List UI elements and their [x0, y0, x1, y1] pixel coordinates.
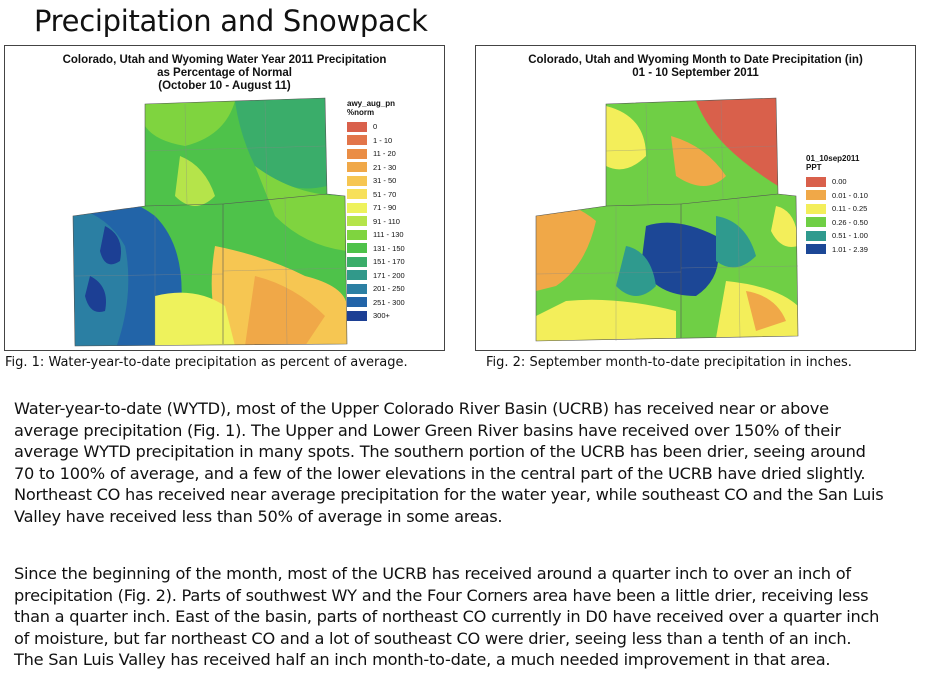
legend-entry: 0 [347, 120, 405, 134]
legend-label: 91 - 110 [373, 216, 400, 226]
legend-swatch [347, 148, 367, 159]
legend-swatch [806, 217, 826, 228]
legend-label: 1.01 - 2.39 [832, 244, 868, 254]
legend-swatch [347, 162, 367, 173]
paragraph-line: Northeast CO has received near average p… [14, 485, 884, 504]
legend-label: 0.26 - 0.50 [832, 217, 868, 227]
legend-entry: 31 - 50 [347, 174, 405, 188]
legend-entry: 300+ [347, 309, 405, 323]
legend-label: 51 - 70 [373, 189, 397, 199]
figure-2-legend: 01_10sep2011 PPT 0.00 0.01 - 0.10 0.11 - 0… [806, 154, 868, 256]
legend-entry: 0.01 - 0.10 [806, 189, 868, 203]
legend-label: 0.00 [832, 177, 847, 187]
legend-unit: %norm [347, 108, 375, 117]
legend-swatch [347, 189, 367, 200]
legend-swatch [347, 270, 367, 281]
legend-label: 251 - 300 [373, 297, 405, 307]
paragraph-line: average precipitation (Fig. 1). The Uppe… [14, 420, 841, 440]
legend-label: 201 - 250 [373, 284, 405, 294]
figure-1-legend: awy_aug_pn %norm 0 1 - 10 11 - 20 21 - 30 31… [347, 99, 405, 323]
legend-label: 31 - 50 [373, 176, 397, 186]
legend-label: 300+ [373, 311, 390, 321]
paragraph-line: than a quarter inch. East of the basin, … [14, 607, 880, 626]
figure-2-map-panel: Colorado, Utah and Wyoming Month to Date… [475, 45, 916, 351]
figure-1-title-line: Colorado, Utah and Wyoming Water Year 20… [62, 54, 387, 66]
legend-swatch [347, 216, 367, 227]
legend-label: 1 - 10 [373, 135, 393, 145]
legend-swatch [806, 203, 826, 214]
paragraph-line: Since the beginning of the month, most o… [14, 564, 851, 583]
figure-2-caption: Fig. 2: September month-to-date precipit… [486, 355, 852, 370]
legend-label: 131 - 150 [373, 243, 405, 253]
paragraph-line: of moisture, but far northeast CO and a … [14, 628, 852, 648]
legend-label: 11 - 20 [373, 149, 396, 159]
legend-entry: 51 - 70 [347, 188, 405, 202]
legend-entry: 201 - 250 [347, 282, 405, 296]
figure-1-map [72, 97, 348, 347]
legend-swatch [806, 190, 826, 201]
legend-entry: 171 - 200 [347, 269, 405, 283]
legend-layer-name: 01_10sep2011 [806, 154, 860, 163]
legend-entry: 21 - 30 [347, 161, 405, 175]
page-title: Precipitation and Snowpack [34, 4, 428, 38]
figure-1-map-panel: Colorado, Utah and Wyoming Water Year 20… [4, 45, 445, 351]
legend-swatch [806, 176, 826, 187]
legend-unit: PPT [806, 163, 822, 172]
legend-label: 0.11 - 0.25 [832, 204, 868, 214]
legend-swatch [347, 229, 367, 240]
legend-entry: 11 - 20 [347, 147, 405, 161]
figure-2-title-line: Colorado, Utah and Wyoming Month to Date… [528, 54, 863, 66]
legend-label: 171 - 200 [373, 270, 405, 280]
legend-layer-name: awy_aug_pn [347, 99, 396, 108]
legend-label: 151 - 170 [373, 257, 405, 267]
paragraph-line: Water-year-to-date (WYTD), most of the U… [14, 399, 829, 418]
legend-entry: 71 - 90 [347, 201, 405, 215]
legend-entry: 0.11 - 0.25 [806, 202, 868, 216]
legend-entry: 111 - 130 [347, 228, 405, 242]
legend-entry: 91 - 110 [347, 215, 405, 229]
legend-swatch [347, 310, 367, 321]
legend-entry: 151 - 170 [347, 255, 405, 269]
paragraph-line: The San Luis Valley has received half an… [14, 650, 831, 669]
paragraph-line: 70 to 100% of average, and a few of the … [14, 463, 866, 483]
legend-label: 111 - 130 [373, 230, 404, 240]
legend-label: 71 - 90 [373, 203, 397, 213]
legend-entry: 0.26 - 0.50 [806, 216, 868, 230]
figure-1-title-line: as Percentage of Normal [157, 67, 292, 79]
legend-entry: 1 - 10 [347, 134, 405, 148]
legend-rows: 0 1 - 10 11 - 20 21 - 30 31 - 50 51 - 70 71 - … [347, 120, 405, 323]
legend-swatch [806, 230, 826, 241]
figure-1-title: Colorado, Utah and Wyoming Water Year 20… [5, 54, 444, 93]
legend-entry: 0.51 - 1.00 [806, 229, 868, 243]
legend-swatch [347, 202, 367, 213]
legend-label: 0.51 - 1.00 [832, 231, 868, 241]
figure-2-title: Colorado, Utah and Wyoming Month to Date… [476, 54, 915, 80]
legend-swatch [806, 244, 826, 255]
legend-swatch [347, 243, 367, 254]
paragraph-line: precipitation (Fig. 2). Parts of southwe… [14, 585, 869, 605]
legend-swatch [347, 283, 367, 294]
legend-rows: 0.00 0.01 - 0.10 0.11 - 0.25 0.26 - 0.50 0.5… [806, 175, 868, 256]
legend-swatch [347, 121, 367, 132]
legend-swatch [347, 175, 367, 186]
legend-label: 0.01 - 0.10 [832, 190, 868, 200]
paragraph-line: Valley have received less than 50% of av… [14, 506, 503, 526]
figure-1-caption: Fig. 1: Water-year-to-date precipitation… [5, 355, 408, 370]
figure-2-map [535, 97, 799, 342]
legend-label: 21 - 30 [373, 162, 397, 172]
legend-swatch [347, 135, 367, 146]
legend-entry: 1.01 - 2.39 [806, 243, 868, 257]
legend-swatch [347, 297, 367, 308]
legend-swatch [347, 256, 367, 267]
legend-label: 0 [373, 122, 378, 132]
paragraph-line: average WYTD precipitation in many spots… [14, 442, 866, 461]
figure-1-title-line: (October 10 - August 11) [158, 80, 291, 92]
legend-entry: 0.00 [806, 175, 868, 189]
body-paragraph-2: Since the beginning of the month, most o… [14, 563, 914, 671]
body-paragraph-1: Water-year-to-date (WYTD), most of the U… [14, 398, 914, 527]
legend-entry: 251 - 300 [347, 296, 405, 310]
figure-2-title-line: 01 - 10 September 2011 [632, 67, 759, 79]
legend-entry: 131 - 150 [347, 242, 405, 256]
